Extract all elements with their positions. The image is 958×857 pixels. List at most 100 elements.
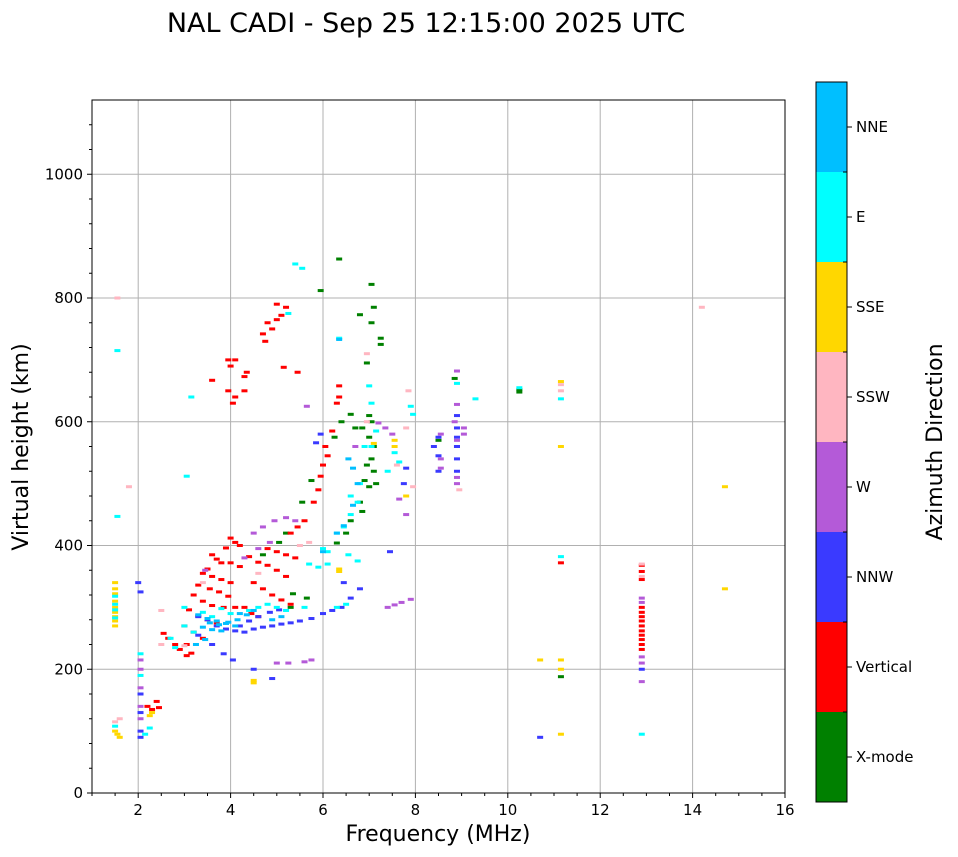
data-point (199, 625, 206, 629)
data-point (347, 412, 354, 416)
x-tick-label: 12 (591, 801, 610, 819)
data-point (137, 667, 144, 671)
data-point (373, 482, 380, 486)
data-point (347, 513, 354, 517)
data-point (557, 389, 564, 393)
data-point (289, 592, 296, 596)
chart-title: NAL CADI - Sep 25 12:15:00 2025 UTC (167, 8, 685, 39)
data-point (234, 618, 241, 622)
data-point (320, 463, 326, 467)
data-point (259, 625, 266, 629)
data-point (516, 388, 523, 392)
data-point (336, 395, 343, 399)
data-point (299, 266, 306, 270)
data-point (453, 482, 460, 486)
data-point (209, 574, 216, 578)
data-point (350, 466, 357, 470)
data-point (241, 556, 248, 560)
y-tick-label: 800 (54, 289, 83, 307)
data-point (313, 441, 320, 445)
data-point (199, 571, 206, 575)
data-point (453, 475, 460, 479)
data-point (285, 311, 292, 315)
data-point (340, 581, 347, 585)
data-point (338, 420, 345, 424)
data-point (225, 389, 232, 393)
data-point (273, 568, 280, 572)
data-point (213, 619, 220, 623)
data-point (317, 289, 324, 293)
data-point (324, 562, 331, 566)
data-point (343, 531, 350, 535)
data-point (213, 621, 220, 625)
colorbar-swatch (816, 622, 847, 712)
data-point (262, 339, 269, 343)
data-point (638, 569, 645, 573)
data-point (294, 525, 301, 529)
data-point (181, 605, 188, 609)
data-point (557, 732, 564, 736)
data-point (320, 547, 326, 551)
x-tick-label: 6 (318, 801, 328, 819)
data-point (287, 602, 294, 606)
data-point (347, 494, 354, 498)
data-point (112, 581, 119, 585)
data-point (112, 592, 119, 596)
plot-area (92, 100, 785, 793)
data-point (112, 599, 119, 603)
data-point (451, 376, 458, 380)
data-point (516, 386, 523, 390)
data-point (324, 454, 331, 458)
data-point (361, 479, 368, 483)
data-point (137, 729, 144, 733)
data-point (638, 574, 645, 578)
data-point (250, 681, 257, 685)
data-point (190, 593, 197, 597)
data-point (453, 435, 460, 439)
data-point (114, 514, 121, 518)
data-point (315, 488, 322, 492)
x-tick-label: 2 (133, 801, 143, 819)
x-axis-label: Frequency (MHz) (346, 822, 531, 847)
data-point (227, 364, 234, 368)
data-point (160, 631, 167, 635)
data-point (137, 735, 144, 739)
data-point (398, 600, 405, 604)
data-point (204, 617, 211, 621)
data-point (638, 578, 645, 582)
data-point (229, 401, 236, 405)
data-point (146, 726, 153, 730)
data-point (137, 590, 144, 594)
data-point (338, 605, 345, 609)
x-axis: 2 4 6 8 10 12 14 16 (91, 793, 795, 819)
data-point (227, 536, 234, 540)
data-point (278, 598, 285, 602)
data-point (638, 647, 645, 651)
data-point (296, 619, 303, 623)
data-point (114, 349, 121, 353)
data-point (183, 474, 190, 478)
data-point (269, 593, 276, 597)
data-point (306, 562, 313, 566)
data-point (195, 583, 202, 587)
data-point (336, 384, 343, 388)
data-point (186, 608, 193, 612)
data-point (273, 302, 280, 306)
data-point (638, 629, 645, 633)
data-point (437, 457, 444, 461)
data-point (236, 544, 243, 547)
data-point (356, 587, 363, 591)
data-point (320, 612, 326, 616)
data-point (195, 633, 202, 637)
data-point (142, 732, 149, 736)
data-point (158, 608, 165, 612)
data-point (333, 541, 340, 545)
data-point (336, 567, 343, 571)
data-point (405, 389, 412, 393)
data-point (206, 621, 213, 625)
data-point (472, 397, 479, 401)
data-point (213, 557, 220, 561)
data-point (391, 445, 398, 448)
data-point (135, 581, 142, 585)
data-point (366, 384, 373, 388)
